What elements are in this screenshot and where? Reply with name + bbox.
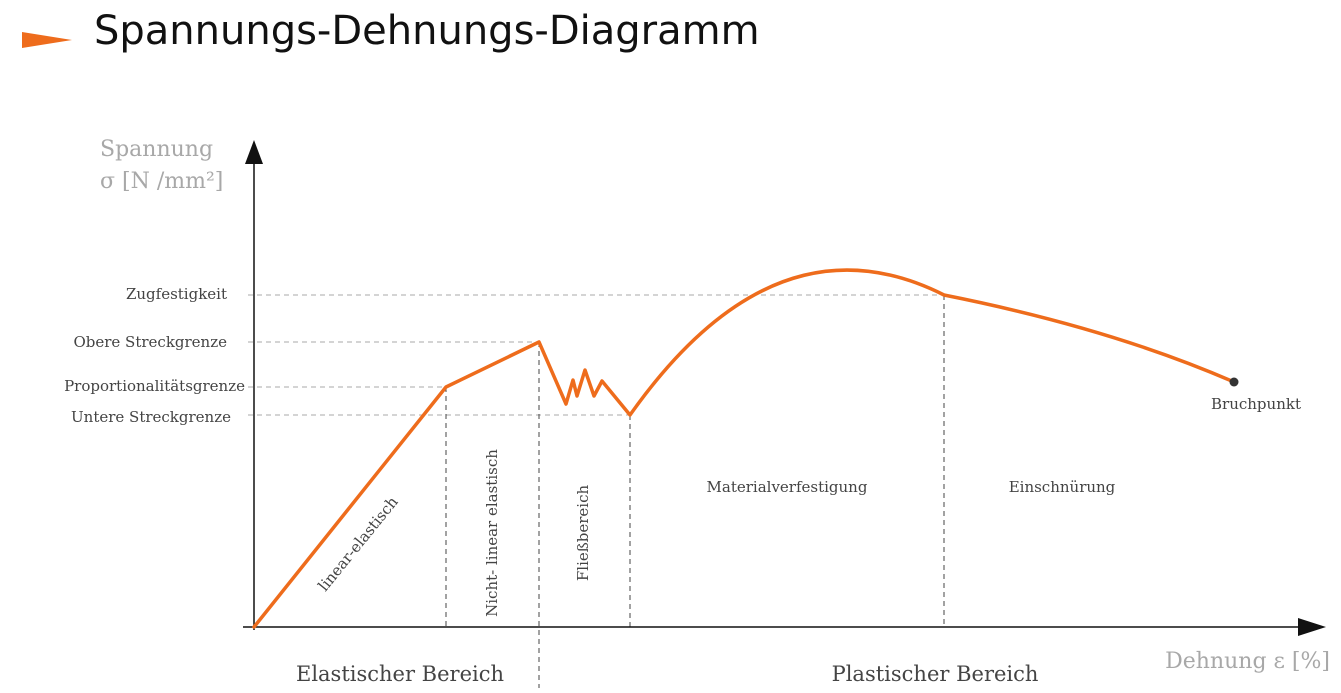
bruchpunkt-label: Bruchpunkt — [1211, 395, 1301, 413]
y-axis-arrowhead — [245, 140, 263, 164]
untere-streckgrenze-label: Untere Streckgrenze — [71, 408, 231, 426]
bruchpunkt-dot — [1229, 377, 1239, 387]
elastischer-bereich-label: Elastischer Bereich — [296, 662, 504, 686]
linear-elastisch-label: linear-elastisch — [315, 493, 402, 595]
y-axis-label-line1: Spannung — [100, 137, 213, 162]
materialverfestigung-label: Materialverfestigung — [707, 478, 868, 496]
zugfestigkeit-label: Zugfestigkeit — [126, 285, 227, 303]
page-title: Spannungs-Dehnungs-Diagramm — [94, 8, 760, 54]
title-bar: Spannungs-Dehnungs-Diagramm — [0, 0, 1341, 80]
fliessbereich-label: Fließbereich — [574, 485, 592, 582]
einschnuerung-label: Einschnürung — [1009, 478, 1116, 496]
y-axis-label-line2: σ [N /mm²] — [100, 169, 223, 194]
orange-triangle-pointer-icon — [22, 32, 72, 48]
obere-streckgrenze-label: Obere Streckgrenze — [73, 333, 227, 351]
nicht-linear-elastisch-label: Nicht- linear elastisch — [483, 449, 501, 617]
plastischer-bereich-label: Plastischer Bereich — [832, 662, 1039, 686]
x-axis-arrowhead — [1298, 618, 1326, 636]
stress-strain-curve — [252, 268, 1236, 629]
proportionalitaetsgrenze-label: Proportionalitätsgrenze — [64, 377, 245, 395]
x-axis-label: Dehnung ε [%] — [1165, 649, 1330, 674]
